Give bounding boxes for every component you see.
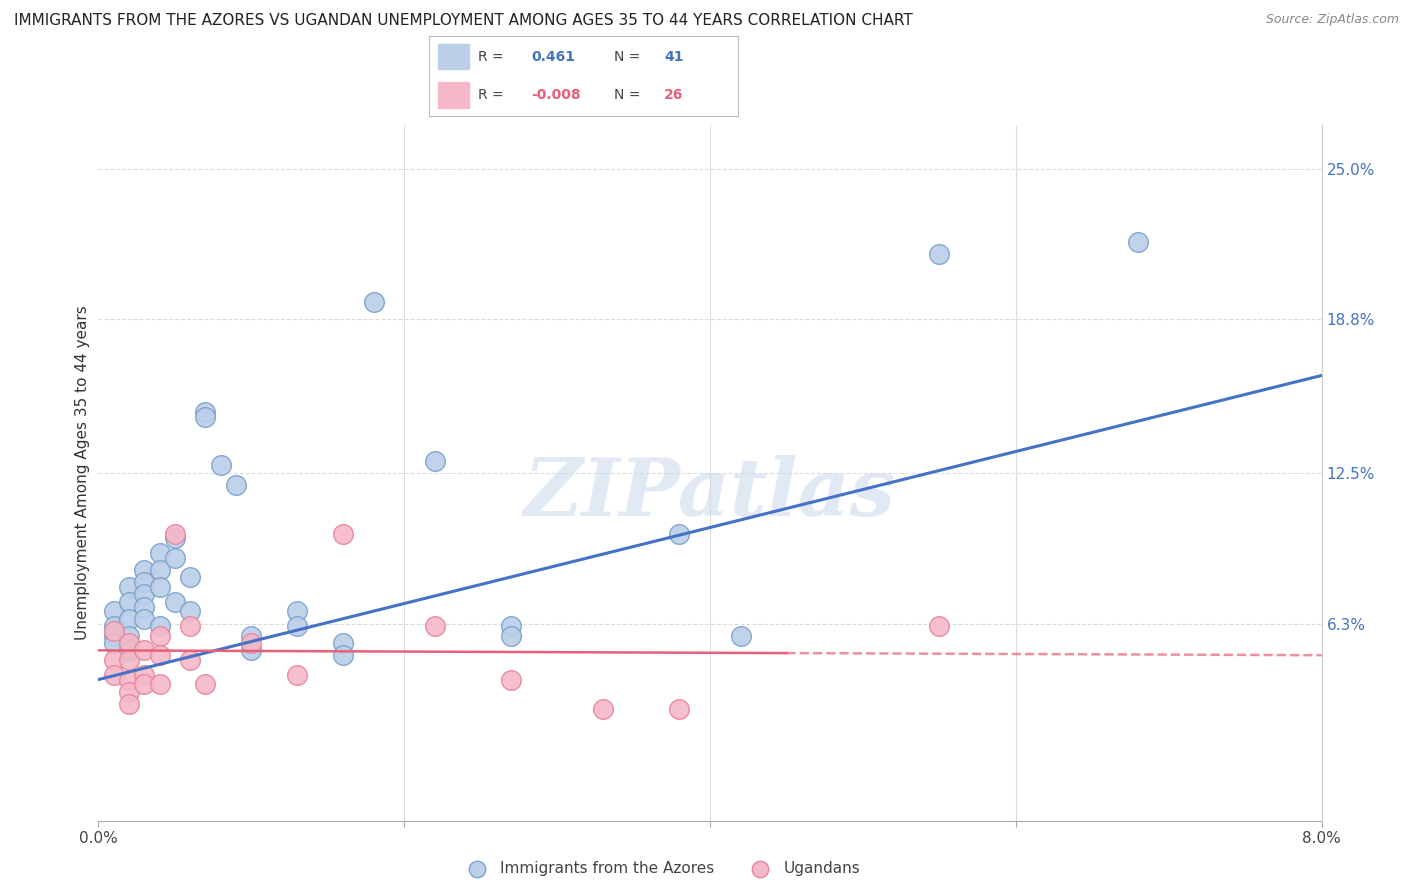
Text: R =: R =	[478, 50, 503, 63]
Point	[209, 458, 232, 473]
Point	[149, 563, 172, 577]
Point	[501, 673, 523, 687]
Point	[194, 409, 217, 424]
Point	[118, 643, 141, 657]
Text: 41: 41	[664, 50, 683, 63]
Point	[240, 636, 263, 650]
Point	[134, 667, 156, 681]
Point	[118, 697, 141, 711]
Point	[1128, 235, 1150, 249]
Text: N =: N =	[614, 50, 641, 63]
Point	[163, 595, 186, 609]
Point	[928, 619, 950, 633]
Point	[103, 629, 125, 643]
Point	[285, 619, 308, 633]
Point	[668, 702, 690, 716]
Point	[332, 636, 354, 650]
Point	[118, 653, 141, 667]
Point	[592, 702, 614, 716]
Y-axis label: Unemployment Among Ages 35 to 44 years: Unemployment Among Ages 35 to 44 years	[75, 305, 90, 640]
Point	[118, 629, 141, 643]
Text: 0.461: 0.461	[531, 50, 575, 63]
Point	[134, 575, 156, 590]
Bar	[439, 44, 470, 70]
Point	[423, 619, 446, 633]
Point	[928, 247, 950, 261]
Text: R =: R =	[478, 88, 503, 102]
Point	[179, 604, 201, 618]
Point	[134, 587, 156, 601]
Point	[194, 677, 217, 691]
Point	[118, 580, 141, 594]
Text: N =: N =	[614, 88, 641, 102]
Point	[149, 677, 172, 691]
Point	[225, 478, 247, 492]
Point	[103, 624, 125, 638]
Text: -0.008: -0.008	[531, 88, 581, 102]
Point	[149, 619, 172, 633]
Point	[163, 532, 186, 546]
Point	[730, 629, 752, 643]
Point	[103, 619, 125, 633]
Point	[179, 619, 201, 633]
Point	[134, 612, 156, 626]
Point	[285, 667, 308, 681]
Point	[332, 648, 354, 663]
Point	[501, 619, 523, 633]
Point	[363, 295, 385, 310]
Point	[134, 563, 156, 577]
Point	[240, 629, 263, 643]
Point	[103, 636, 125, 650]
Point	[668, 526, 690, 541]
Point	[163, 550, 186, 565]
Point	[179, 653, 201, 667]
Point	[501, 629, 523, 643]
Point	[423, 453, 446, 467]
Point	[118, 612, 141, 626]
Point	[179, 570, 201, 584]
Bar	[439, 82, 470, 108]
Point	[134, 677, 156, 691]
Point	[118, 673, 141, 687]
Point	[149, 629, 172, 643]
Point	[118, 636, 141, 650]
Point	[240, 643, 263, 657]
Text: IMMIGRANTS FROM THE AZORES VS UGANDAN UNEMPLOYMENT AMONG AGES 35 TO 44 YEARS COR: IMMIGRANTS FROM THE AZORES VS UGANDAN UN…	[14, 13, 912, 29]
Point	[163, 526, 186, 541]
Point	[118, 595, 141, 609]
Point	[103, 653, 125, 667]
Point	[103, 604, 125, 618]
Text: ZIPatlas: ZIPatlas	[524, 455, 896, 533]
Point	[149, 648, 172, 663]
Text: Source: ZipAtlas.com: Source: ZipAtlas.com	[1265, 13, 1399, 27]
Point	[285, 604, 308, 618]
Point	[134, 643, 156, 657]
Point	[149, 546, 172, 560]
Point	[149, 580, 172, 594]
Legend: Immigrants from the Azores, Ugandans: Immigrants from the Azores, Ugandans	[456, 855, 866, 882]
Point	[103, 667, 125, 681]
Point	[134, 599, 156, 614]
Point	[194, 405, 217, 419]
Point	[118, 684, 141, 698]
Text: 26: 26	[664, 88, 683, 102]
Point	[332, 526, 354, 541]
